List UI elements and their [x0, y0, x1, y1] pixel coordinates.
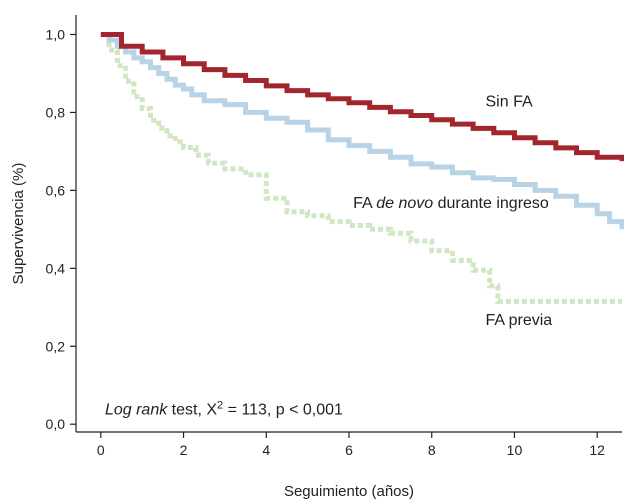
series-label-fa-de-novo: FA de novo durante ingreso — [353, 195, 549, 212]
log-rank-text2: = 113, p < 0,001 — [223, 401, 343, 418]
series-line-fa-previa — [100, 32, 622, 304]
series-line-fa-de-novo — [100, 32, 624, 230]
fa-de-novo-suffix: durante ingreso — [433, 195, 549, 212]
x-tick-label: 6 — [345, 442, 353, 458]
y-tick-label: 0,6 — [46, 182, 66, 198]
log-rank-italic: Log rank — [105, 401, 168, 418]
y-tick-label: 1,0 — [46, 26, 66, 42]
series-label-fa-previa: FA previa — [486, 312, 553, 329]
series-line-sin-fa — [100, 32, 624, 162]
y-tick-label: 0,0 — [46, 416, 66, 432]
y-axis-title: Supervivencia (%) — [10, 163, 27, 285]
x-tick-label: 0 — [97, 442, 105, 458]
y-tick-label: 0,8 — [46, 104, 66, 120]
fa-de-novo-italic: de novo — [376, 195, 433, 212]
series-label-sin-fa: Sin FA — [486, 94, 533, 111]
x-tick-label: 12 — [589, 442, 605, 458]
log-rank-sup: 2 — [217, 399, 223, 411]
x-axis-title: Seguimiento (años) — [284, 483, 414, 500]
x-tick-label: 2 — [180, 442, 188, 458]
log-rank-text1: test, X — [167, 401, 217, 418]
fa-de-novo-prefix: FA — [353, 195, 376, 212]
x-tick-label: 8 — [428, 442, 436, 458]
ticks-layer: 0 2 4 6 8 10 12 0,0 0,2 0,4 0,6 0,8 1,0 — [46, 26, 606, 458]
y-tick-label: 0,2 — [46, 338, 66, 354]
log-rank-annotation: Log rank test, X2 = 113, p < 0,001 — [105, 399, 343, 418]
y-tick-label: 0,4 — [46, 260, 66, 276]
series-layer — [100, 32, 624, 304]
x-tick-label: 10 — [507, 442, 523, 458]
x-tick-label: 4 — [262, 442, 270, 458]
